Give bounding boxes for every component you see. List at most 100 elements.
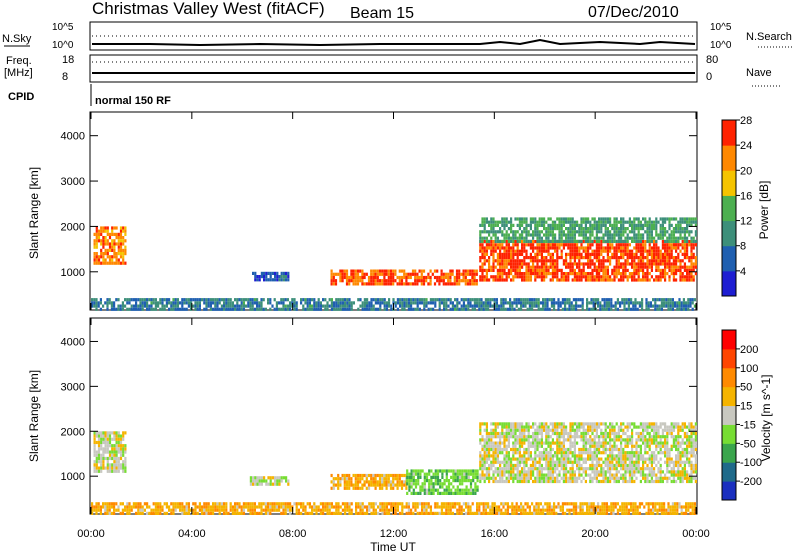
scatter-cell-3 — [598, 259, 601, 263]
scatter-cell-1 — [271, 278, 274, 282]
scatter-cell-3 — [584, 249, 587, 253]
scatter-cell-4 — [536, 479, 539, 484]
scatter-cell-4 — [545, 431, 548, 436]
scatter-cell-5 — [443, 301, 446, 305]
scatter-cell-3 — [615, 256, 618, 260]
scatter-cell-4 — [690, 220, 693, 224]
scatter-cell-5 — [625, 298, 628, 302]
scatter-cell-4 — [642, 217, 645, 221]
scatter-cell-1 — [263, 271, 266, 275]
scatter-cell-4 — [677, 223, 680, 227]
scatter-cell-1 — [249, 476, 252, 480]
scatter-cell-3 — [503, 246, 506, 250]
scatter-cell-3 — [576, 252, 579, 256]
scatter-cell-4 — [679, 217, 682, 221]
scatter-cell-3 — [521, 265, 524, 269]
scatter-cell-4 — [490, 217, 493, 221]
scatter-cell-5 — [627, 307, 630, 311]
scatter-cell-4 — [639, 220, 642, 224]
scatter-cell-2 — [389, 473, 393, 478]
scatter-cell-2 — [471, 272, 474, 276]
scatter-cell-5 — [271, 304, 274, 308]
scatter-cell-3 — [540, 278, 543, 282]
scatter-cell-3 — [406, 479, 409, 483]
scatter-cell-3 — [569, 268, 572, 272]
scatter-cell-2 — [356, 486, 360, 490]
scatter-cell-3 — [666, 256, 669, 260]
scatter-cell-2 — [352, 473, 355, 478]
scatter-cell-4 — [510, 447, 513, 452]
scatter-cell-3 — [688, 278, 691, 282]
scatter-cell-4 — [547, 425, 550, 429]
scatter-cell-4 — [536, 467, 539, 471]
scatter-cell-3 — [428, 472, 431, 476]
scatter-cell-4 — [672, 441, 675, 445]
scatter-cell-5 — [163, 298, 166, 302]
scatter-cell-4 — [653, 467, 656, 471]
scatter-cell-2 — [387, 282, 390, 286]
scatter-cell-5 — [93, 304, 96, 308]
scatter-cell-5 — [509, 301, 512, 305]
scatter-cell-4 — [518, 470, 521, 474]
scatter-cell-4 — [686, 230, 689, 234]
scatter-cell-4 — [642, 463, 645, 468]
scatter-cell-5 — [493, 298, 496, 302]
scatter-cell-4 — [675, 217, 678, 221]
scatter-cell-3 — [499, 265, 502, 269]
scatter-cell-4 — [675, 236, 678, 240]
scatter-cell-4 — [628, 425, 631, 429]
scatter-cell-0 — [122, 469, 125, 473]
scatter-cell-3 — [615, 268, 618, 272]
scatter-cell-5 — [181, 301, 184, 305]
scatter-cell-5 — [454, 304, 457, 308]
scatter-cell-3 — [600, 240, 603, 244]
scatter-cell-4 — [560, 428, 563, 432]
scatter-cell-3 — [414, 485, 418, 489]
scatter-cell-4 — [562, 467, 565, 471]
scatter-cell-4 — [488, 451, 491, 455]
scatter-cell-4 — [483, 422, 486, 426]
scatter-cell-2 — [376, 473, 379, 478]
scatter-cell-4 — [644, 457, 647, 461]
scatter-cell-4 — [580, 227, 583, 231]
scatter-cell-4 — [694, 438, 697, 442]
scatter-cell-4 — [499, 463, 502, 468]
scatter-cell-5 — [269, 301, 272, 305]
scatter-cell-3 — [469, 485, 473, 489]
scatter-cell-4 — [681, 479, 684, 484]
scatter-cell-3 — [582, 256, 585, 260]
scatter-cell-4 — [664, 220, 667, 224]
scatter-cell-4 — [560, 444, 563, 448]
scatter-cell-5 — [324, 307, 327, 311]
scatter-cell-4 — [657, 476, 660, 480]
scatter-cell-4 — [648, 223, 651, 227]
scatter-cell-5 — [242, 301, 245, 305]
scatter-cell-0 — [93, 232, 96, 236]
scatter-cell-4 — [525, 447, 528, 452]
scatter-cell-3 — [668, 278, 671, 282]
scatter-cell-5 — [614, 301, 617, 305]
scatter-cell-3 — [461, 472, 464, 476]
scatter-cell-4 — [637, 217, 640, 221]
scatter-cell-1 — [260, 482, 263, 486]
scatter-cell-4 — [611, 233, 614, 237]
scatter-cell-5 — [498, 307, 501, 311]
scatter-cell-0 — [115, 242, 118, 246]
scatter-cell-5 — [225, 298, 228, 302]
scatter-cell-2 — [343, 477, 346, 481]
scatter-cell-4 — [633, 454, 636, 458]
scatter-cell-4 — [609, 438, 612, 442]
scatter-cell-4 — [591, 428, 594, 432]
scatter-cell-3 — [507, 249, 510, 253]
scatter-cell-2 — [374, 473, 377, 478]
scatter-cell-3 — [622, 265, 625, 269]
scatter-cell-5 — [126, 301, 129, 305]
scatter-cell-3 — [686, 278, 689, 282]
scatter-cell-4 — [593, 444, 596, 448]
scatter-cell-3 — [461, 479, 464, 483]
scatter-cell-4 — [479, 428, 482, 432]
scatter-cell-3 — [410, 472, 413, 476]
scatter-cell-5 — [634, 304, 637, 308]
scatter-cell-4 — [532, 457, 535, 461]
scatter-cell-4 — [580, 463, 583, 468]
